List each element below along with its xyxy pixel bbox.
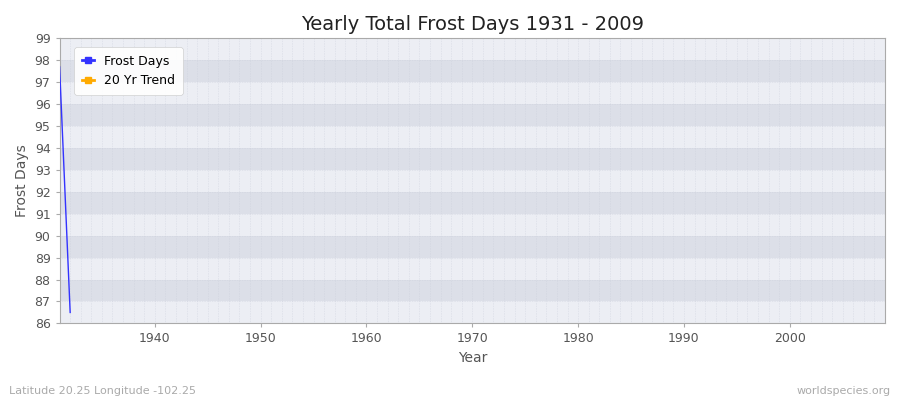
X-axis label: Year: Year [457, 351, 487, 365]
Bar [59, 60, 885, 82]
Title: Yearly Total Frost Days 1931 - 2009: Yearly Total Frost Days 1931 - 2009 [301, 15, 644, 34]
Bar [59, 280, 885, 302]
Bar [59, 192, 885, 214]
Y-axis label: Frost Days: Frost Days [15, 144, 29, 217]
Bar [59, 258, 885, 280]
Bar [59, 148, 885, 170]
Bar [59, 236, 885, 258]
Bar [59, 82, 885, 104]
Bar [59, 170, 885, 192]
Bar [59, 214, 885, 236]
Bar [59, 104, 885, 126]
Legend: Frost Days, 20 Yr Trend: Frost Days, 20 Yr Trend [74, 48, 183, 95]
Bar [59, 38, 885, 60]
Text: worldspecies.org: worldspecies.org [796, 386, 891, 396]
Text: Latitude 20.25 Longitude -102.25: Latitude 20.25 Longitude -102.25 [9, 386, 196, 396]
Bar [59, 126, 885, 148]
Bar [59, 302, 885, 324]
